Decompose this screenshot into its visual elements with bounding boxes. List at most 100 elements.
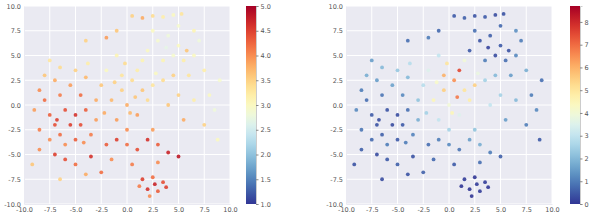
point (463, 16, 467, 20)
tick-label: 4.5 (261, 27, 271, 35)
point (509, 73, 513, 77)
point (177, 93, 181, 97)
colorbar-axis: 1.01.52.02.53.03.54.04.55.0 (256, 3, 271, 209)
point (63, 108, 67, 112)
point (166, 103, 170, 107)
tick: 2 (580, 155, 589, 163)
point (370, 59, 374, 63)
point (524, 123, 528, 127)
tick: 3.5 (256, 77, 271, 85)
point (468, 138, 472, 142)
point (166, 34, 170, 38)
point (151, 128, 155, 132)
point (141, 177, 145, 181)
tick: 5 (580, 87, 589, 95)
point (151, 14, 155, 18)
point (447, 103, 451, 107)
tick-mark (580, 22, 583, 23)
point (468, 98, 472, 102)
point (115, 138, 119, 142)
point (43, 73, 47, 77)
tick-label: 5 (585, 87, 589, 95)
tick: -7.5 (44, 204, 57, 214)
point (99, 83, 103, 87)
point (452, 78, 456, 82)
point (375, 153, 379, 157)
point (133, 95, 137, 99)
point (156, 143, 160, 147)
tick-mark (256, 155, 259, 156)
point (488, 151, 492, 155)
point (365, 98, 369, 102)
point (135, 68, 139, 72)
tick-label: 5.0 (333, 52, 343, 60)
point (390, 83, 394, 87)
point (171, 54, 175, 58)
tick: 5.0 (11, 52, 24, 60)
point (185, 49, 189, 53)
chart: -10.0-7.5-5.0-2.50.02.55.07.510.0-10.0-7… (326, 3, 588, 214)
axis-line (257, 7, 259, 205)
point (408, 62, 412, 66)
tick: -5.0 (392, 204, 405, 214)
tick: 3.0 (256, 102, 271, 110)
colorbar: 1.01.52.02.53.03.54.04.55.0 (246, 3, 271, 209)
tick: 2.5 (148, 204, 158, 214)
point (58, 65, 62, 69)
point (58, 177, 62, 181)
point (499, 93, 503, 97)
tick-label: -7.5 (330, 176, 343, 184)
point (48, 59, 52, 63)
tick-label: 2.5 (333, 77, 343, 85)
point (161, 59, 165, 63)
point (74, 68, 78, 72)
tick: 0.0 (122, 204, 132, 214)
point (161, 78, 165, 82)
tick: 3 (580, 132, 589, 140)
tick: -2.5 (8, 126, 24, 134)
tick-label: 8 (585, 19, 589, 27)
grid-line (346, 6, 552, 7)
point (110, 158, 114, 162)
grid-line (346, 204, 552, 205)
tick: 4 (580, 110, 589, 118)
tick-label: 7 (585, 41, 589, 49)
tick: 7 (580, 41, 589, 49)
plot-background (346, 6, 552, 204)
grid-line (24, 204, 230, 205)
tick-mark (580, 181, 583, 182)
tick: -2.5 (417, 204, 430, 214)
point (360, 128, 364, 132)
tick-label: 1.0 (261, 201, 271, 209)
point (216, 138, 220, 142)
tick: 7.5 (11, 27, 24, 35)
point (447, 128, 451, 132)
point (488, 34, 492, 38)
figure: -10.0-7.5-5.0-2.50.02.55.07.510.0-10.0-7… (0, 0, 600, 221)
tick: 5.0 (333, 52, 346, 60)
point (385, 143, 389, 147)
tick-mark (580, 45, 583, 46)
tick: -5.0 (8, 151, 24, 159)
tick: 10.0 (329, 3, 346, 11)
point (504, 118, 508, 122)
point (161, 180, 165, 184)
point (115, 54, 119, 58)
point (120, 73, 124, 77)
point (483, 180, 487, 184)
point (404, 141, 408, 145)
point (380, 93, 384, 97)
axis-line (581, 7, 583, 205)
point (125, 103, 129, 107)
tick-label: 10.0 (545, 206, 559, 214)
point (427, 36, 431, 40)
point (202, 68, 206, 72)
point (437, 54, 441, 58)
grid (24, 6, 230, 204)
point (192, 29, 196, 33)
tick: -7.5 (330, 176, 346, 184)
tick: -2.5 (330, 126, 346, 134)
point (202, 123, 206, 127)
point (380, 65, 384, 69)
grid-line (24, 179, 230, 180)
